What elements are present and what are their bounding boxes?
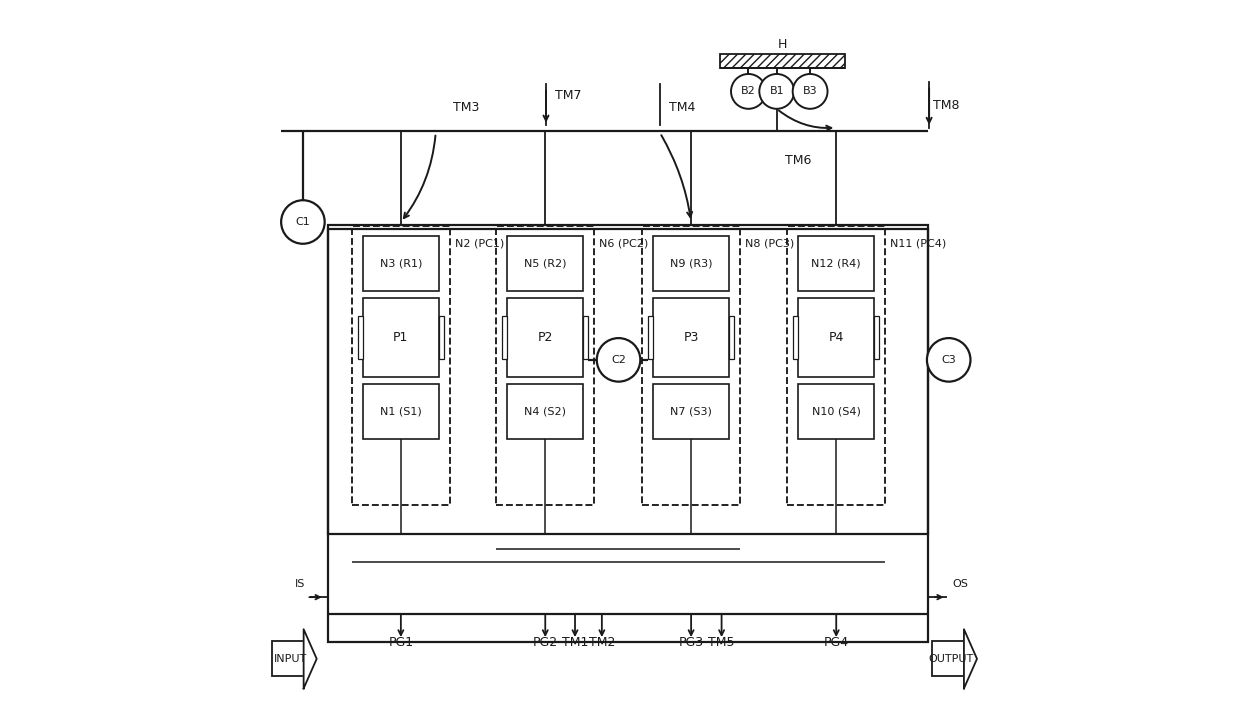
Circle shape [759, 74, 794, 109]
Text: B1: B1 [769, 87, 784, 97]
Text: N9 (R3): N9 (R3) [670, 258, 712, 268]
Text: TM1: TM1 [562, 636, 588, 649]
Text: TM7: TM7 [554, 89, 582, 102]
Text: INPUT: INPUT [274, 654, 308, 664]
Bar [653, 236, 729, 291]
Text: PG2: PG2 [533, 636, 558, 649]
Text: N1 (S1): N1 (S1) [379, 406, 422, 417]
Circle shape [281, 200, 325, 244]
Text: PG1: PG1 [388, 636, 413, 649]
Text: N2 (PC1): N2 (PC1) [455, 238, 505, 249]
Bar [363, 298, 439, 377]
Text: N5 (R2): N5 (R2) [525, 258, 567, 268]
Circle shape [792, 74, 827, 109]
Bar [507, 236, 583, 291]
Text: PG4: PG4 [823, 636, 849, 649]
Bar [439, 316, 444, 359]
Text: C3: C3 [941, 355, 956, 365]
Text: N3 (R1): N3 (R1) [379, 258, 422, 268]
Bar [729, 316, 734, 359]
Circle shape [732, 74, 766, 109]
Text: B2: B2 [742, 87, 756, 97]
Bar [583, 316, 589, 359]
Bar [352, 225, 450, 505]
Text: PG3: PG3 [678, 636, 703, 649]
Text: TM8: TM8 [934, 100, 960, 113]
Bar [799, 384, 874, 439]
Text: C1: C1 [295, 217, 310, 227]
Text: TM2: TM2 [589, 636, 615, 649]
Text: N7 (S3): N7 (S3) [670, 406, 712, 417]
Bar [507, 384, 583, 439]
Text: N4 (S2): N4 (S2) [525, 406, 567, 417]
Text: TM4: TM4 [668, 101, 694, 114]
Bar [653, 298, 729, 377]
Bar [363, 236, 439, 291]
Bar [272, 641, 304, 676]
Bar [720, 54, 844, 68]
Text: N8 (PC3): N8 (PC3) [745, 238, 795, 249]
Bar [329, 225, 929, 642]
Bar [496, 225, 594, 505]
Text: OUTPUT: OUTPUT [929, 654, 973, 664]
Text: N10 (S4): N10 (S4) [812, 406, 861, 417]
Bar [787, 225, 885, 505]
Bar [642, 225, 740, 505]
Text: P4: P4 [828, 331, 844, 344]
Bar [799, 298, 874, 377]
Text: TM3: TM3 [453, 101, 480, 114]
Text: P3: P3 [683, 331, 699, 344]
Text: C2: C2 [611, 355, 626, 365]
Bar [649, 316, 653, 359]
Bar [363, 384, 439, 439]
Circle shape [596, 338, 640, 382]
Bar [874, 316, 879, 359]
Text: P1: P1 [393, 331, 408, 344]
Text: TM5: TM5 [708, 636, 735, 649]
Bar [653, 384, 729, 439]
Text: TM6: TM6 [785, 154, 812, 166]
Bar [357, 316, 363, 359]
Text: B3: B3 [802, 87, 817, 97]
Text: N6 (PC2): N6 (PC2) [599, 238, 649, 249]
Text: OS: OS [952, 579, 968, 589]
Bar [799, 236, 874, 291]
Text: N12 (R4): N12 (R4) [811, 258, 861, 268]
Bar [502, 316, 507, 359]
Bar [507, 298, 583, 377]
Bar [794, 316, 799, 359]
Circle shape [928, 338, 971, 382]
Text: N11 (PC4): N11 (PC4) [890, 238, 946, 249]
Text: P2: P2 [538, 331, 553, 344]
Text: IS: IS [295, 579, 305, 589]
Bar [329, 229, 929, 534]
Polygon shape [963, 630, 977, 688]
Bar [932, 641, 963, 676]
Polygon shape [304, 630, 316, 688]
Text: H: H [777, 38, 787, 51]
